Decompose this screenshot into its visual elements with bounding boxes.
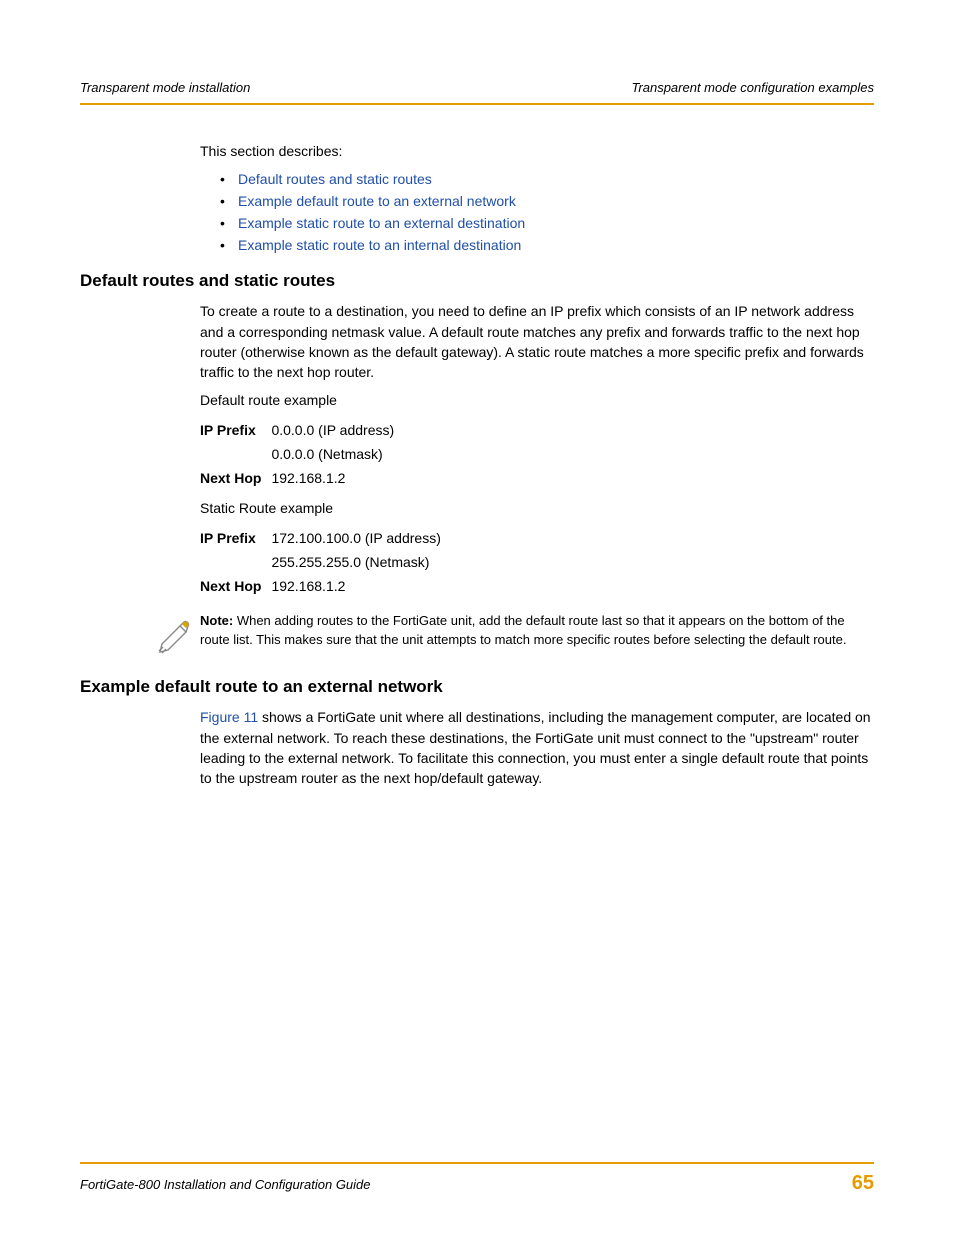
ip-prefix-address: 172.100.100.0 (IP address) (271, 526, 450, 550)
toc-item: •Example static route to an external des… (220, 215, 874, 231)
intro-text: This section describes: (200, 141, 874, 161)
ip-prefix-label: IP Prefix (200, 418, 271, 442)
section1-body-block: To create a route to a destination, you … (200, 301, 874, 598)
note-icon (156, 612, 200, 659)
next-hop-value: 192.168.1.2 (271, 466, 404, 490)
header-right: Transparent mode configuration examples (631, 80, 874, 95)
toc-link[interactable]: Example static route to an external dest… (238, 215, 525, 231)
footer-title: FortiGate-800 Installation and Configura… (80, 1177, 371, 1192)
ip-prefix-netmask: 0.0.0.0 (Netmask) (271, 442, 404, 466)
toc-item: •Example default route to an external ne… (220, 193, 874, 209)
next-hop-label: Next Hop (200, 466, 271, 490)
running-header: Transparent mode installation Transparen… (80, 80, 874, 101)
static-route-table: IP Prefix 172.100.100.0 (IP address) 255… (200, 526, 451, 598)
toc-link[interactable]: Default routes and static routes (238, 171, 432, 187)
next-hop-value: 192.168.1.2 (271, 574, 450, 598)
section2-body-text: shows a FortiGate unit where all destina… (200, 709, 871, 786)
toc-link-list: •Default routes and static routes •Examp… (220, 171, 874, 253)
toc-item: •Example static route to an internal des… (220, 237, 874, 253)
ip-prefix-netmask: 255.255.255.0 (Netmask) (271, 550, 450, 574)
ip-prefix-label: IP Prefix (200, 526, 271, 550)
toc-item: •Default routes and static routes (220, 171, 874, 187)
page: Transparent mode installation Transparen… (0, 0, 954, 1235)
header-left: Transparent mode installation (80, 80, 250, 95)
default-route-table: IP Prefix 0.0.0.0 (IP address) 0.0.0.0 (… (200, 418, 404, 490)
header-rule (80, 103, 874, 105)
section-heading-default-routes: Default routes and static routes (80, 271, 874, 291)
next-hop-label: Next Hop (200, 574, 271, 598)
toc-link[interactable]: Example static route to an internal dest… (238, 237, 521, 253)
section1-body: To create a route to a destination, you … (200, 301, 874, 382)
footer-rule (80, 1162, 874, 1164)
ip-prefix-address: 0.0.0.0 (IP address) (271, 418, 404, 442)
footer: FortiGate-800 Installation and Configura… (80, 1162, 874, 1195)
page-number: 65 (852, 1172, 874, 1195)
section2-body-block: Figure 11 shows a FortiGate unit where a… (200, 707, 874, 788)
figure-xref[interactable]: Figure 11 (200, 709, 258, 725)
note-text: Note: When adding routes to the FortiGat… (200, 612, 874, 648)
static-route-example-label: Static Route example (200, 500, 874, 516)
default-route-example-label: Default route example (200, 392, 874, 408)
section-heading-example-default-route: Example default route to an external net… (80, 677, 874, 697)
note-block: Note: When adding routes to the FortiGat… (156, 612, 874, 659)
toc-link[interactable]: Example default route to an external net… (238, 193, 516, 209)
intro-block: This section describes: •Default routes … (200, 141, 874, 253)
section2-body: Figure 11 shows a FortiGate unit where a… (200, 707, 874, 788)
note-body: When adding routes to the FortiGate unit… (200, 613, 846, 646)
note-label: Note: (200, 613, 233, 628)
